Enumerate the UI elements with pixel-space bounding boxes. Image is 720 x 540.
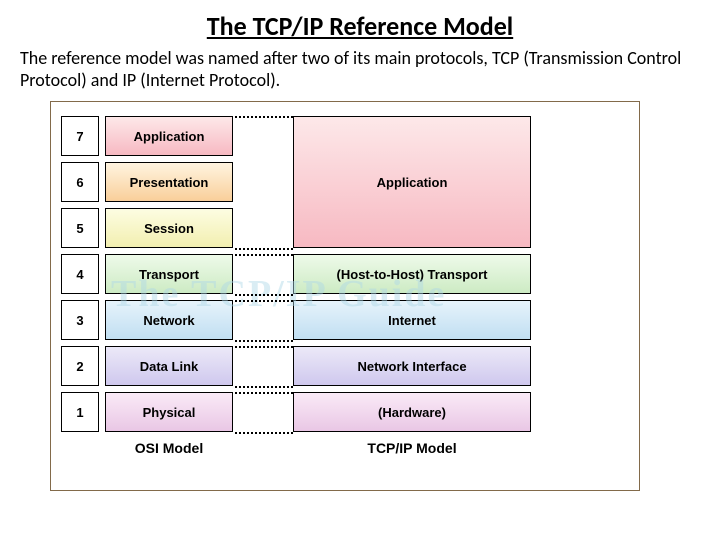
tcpip-layer: (Hardware): [293, 392, 531, 432]
osi-number: 6: [61, 162, 99, 202]
osi-layer: Physical: [105, 392, 233, 432]
tcpip-layer-column: Application (Host-to-Host) Transport Inter…: [293, 116, 531, 432]
osi-number: 1: [61, 392, 99, 432]
connector-line: [235, 116, 293, 118]
tcpip-layer: Network Interface: [293, 346, 531, 386]
osi-number: 4: [61, 254, 99, 294]
page-title: The TCP/IP Reference Model: [20, 10, 700, 42]
connector-line: [235, 392, 293, 394]
connector-line: [235, 294, 293, 296]
connector-line: [235, 386, 293, 388]
osi-number: 7: [61, 116, 99, 156]
osi-layer-column: Application Presentation Session Transport N…: [105, 116, 233, 432]
osi-number-column: 7 6 5 4 3 2 1: [61, 116, 99, 432]
osi-layer: Session: [105, 208, 233, 248]
tcpip-legend: TCP/IP Model: [293, 440, 531, 456]
connector-line: [235, 432, 293, 434]
connector-column: [233, 116, 293, 432]
tcpip-layer: (Host-to-Host) Transport: [293, 254, 531, 294]
osi-legend: OSI Model: [105, 440, 233, 456]
connector-line: [235, 346, 293, 348]
tcpip-layer: Application: [293, 116, 531, 248]
connector-line: [235, 300, 293, 302]
diagram-container: The TCP/IP Guide 7654321 ApplicationPres…: [50, 101, 640, 491]
osi-number: 5: [61, 208, 99, 248]
columns: 7 6 5 4 3 2 1 Application Presentation Session Tr…: [61, 116, 629, 432]
osi-number: 3: [61, 300, 99, 340]
page-subtitle: The reference model was named after two …: [20, 48, 700, 91]
connector-line: [235, 340, 293, 342]
osi-layer: Network: [105, 300, 233, 340]
legends-row: OSI Model TCP/IP Model: [61, 440, 629, 456]
osi-layer: Data Link: [105, 346, 233, 386]
connector-line: [235, 248, 293, 250]
osi-layer: Application: [105, 116, 233, 156]
osi-layer: Presentation: [105, 162, 233, 202]
connector-line: [235, 254, 293, 256]
tcpip-layer: Internet: [293, 300, 531, 340]
osi-layer: Transport: [105, 254, 233, 294]
osi-number: 2: [61, 346, 99, 386]
